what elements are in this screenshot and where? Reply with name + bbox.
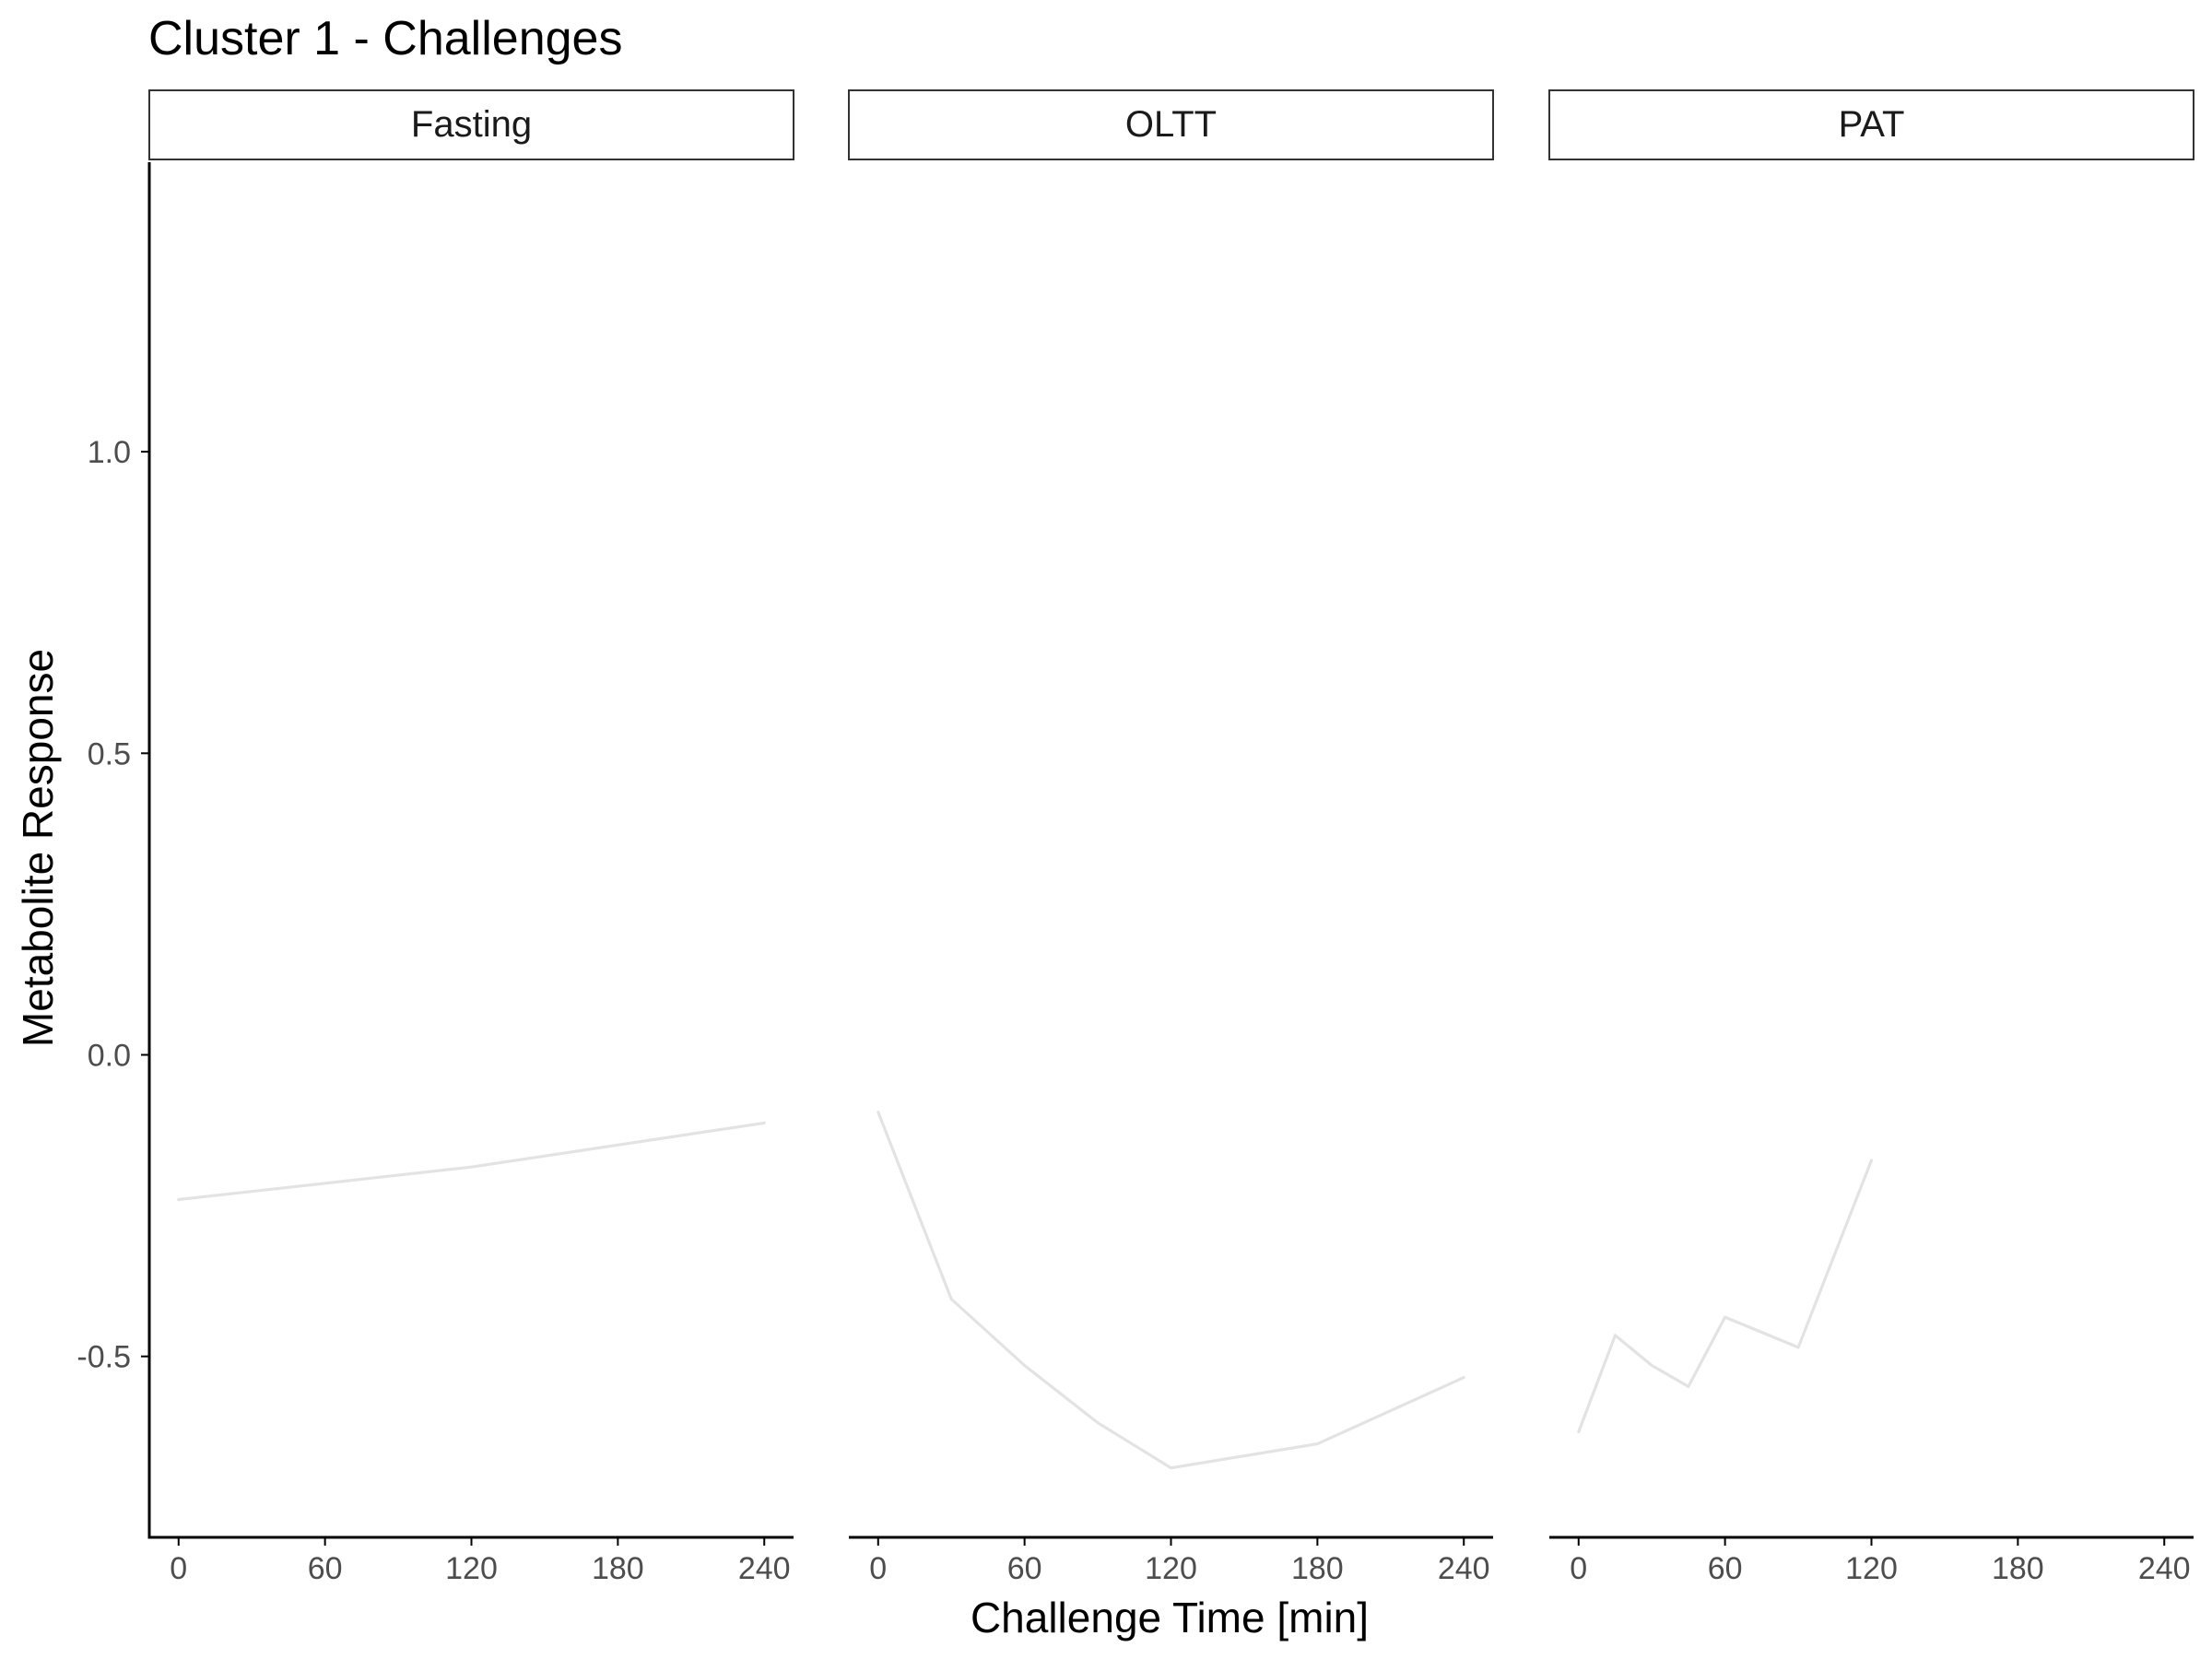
x-tick-label: 60	[1708, 1551, 1743, 1586]
chart-title: Cluster 1 - Challenges	[148, 12, 622, 65]
facet-strip	[848, 89, 1494, 160]
series-line-oltt	[877, 1111, 1465, 1470]
facet-strip-label: PAT	[1839, 104, 1905, 145]
x-tick-label: 0	[170, 1551, 187, 1586]
y-axis-title: Metabolite Response	[14, 649, 62, 1047]
facet-strip-label: Fasting	[411, 104, 532, 145]
series-line-fasting	[177, 1121, 766, 1202]
facet-oltt: OLTT 0 60 120 180 240	[848, 89, 1494, 1586]
x-tick-label: 120	[1145, 1551, 1197, 1586]
x-tick-label: 0	[1570, 1551, 1587, 1586]
x-tick-label: 60	[1007, 1551, 1042, 1586]
x-tick-label: 180	[1992, 1551, 2044, 1586]
y-tick-label: 1.0	[88, 435, 131, 470]
x-tick-label: 60	[308, 1551, 343, 1586]
x-tick-label: 120	[1845, 1551, 1898, 1586]
facet-strip	[148, 89, 794, 160]
x-tick-label: 240	[738, 1551, 791, 1586]
y-tick-label: 0.5	[88, 736, 131, 771]
y-axis: -0.5 0.0 0.5 1.0	[76, 162, 151, 1539]
x-axis-title: Challenge Time [min]	[971, 1594, 1369, 1641]
x-tick-label: 240	[1438, 1551, 1490, 1586]
x-tick-label: 240	[2138, 1551, 2191, 1586]
y-tick-label: -0.5	[76, 1340, 131, 1375]
facet-strip	[1548, 89, 2194, 160]
y-tick-label: 0.0	[88, 1038, 131, 1073]
x-tick-label: 180	[592, 1551, 644, 1586]
x-tick-label: 180	[1291, 1551, 1344, 1586]
facet-pat: PAT 0 60 120 180 240	[1548, 89, 2194, 1586]
facet-panels: Fasting 0 60 120 180 240 OLTT 0 60 120 180 240 PAT 0 6…	[148, 89, 2194, 1586]
facet-strip-label: OLTT	[1125, 104, 1217, 145]
facet-fasting: Fasting 0 60 120 180 240	[148, 89, 794, 1586]
x-tick-label: 0	[869, 1551, 887, 1586]
series-line-pat	[1577, 1159, 1874, 1434]
x-tick-label: 120	[445, 1551, 498, 1586]
